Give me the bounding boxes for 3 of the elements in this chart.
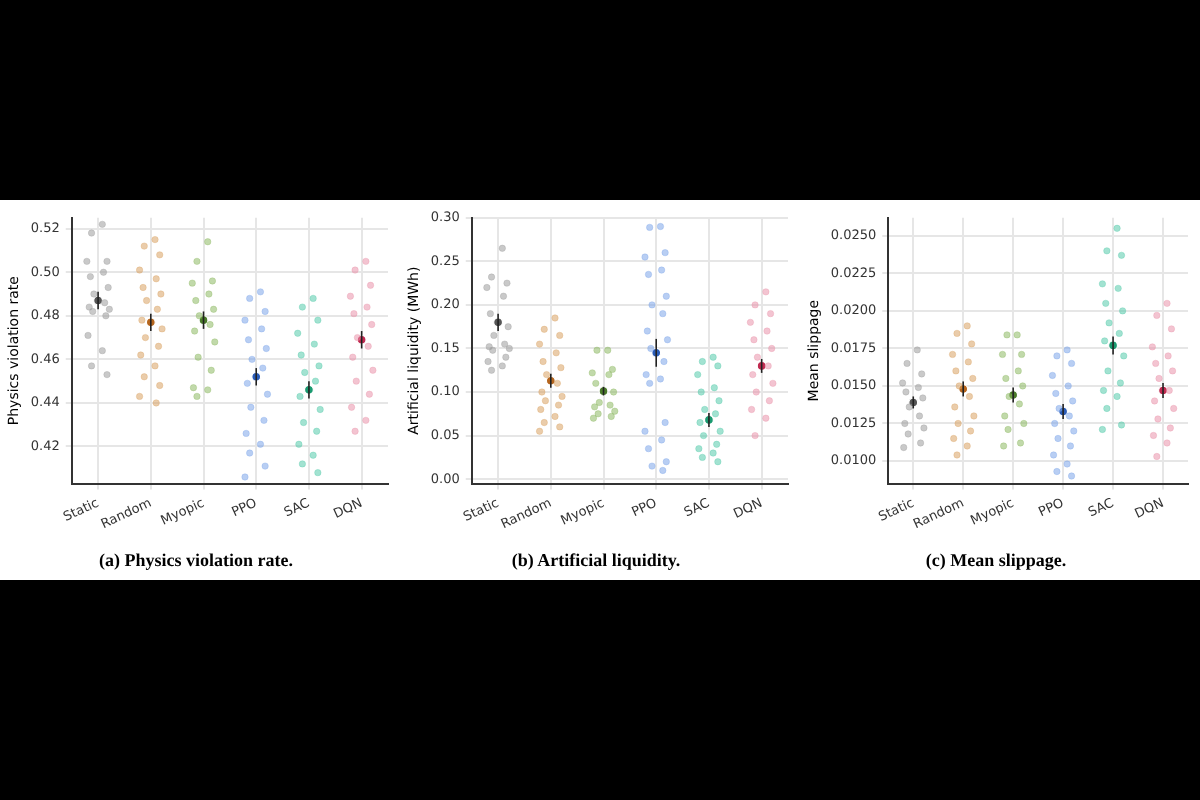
text: (c) Mean slippage. <box>925 549 1067 570</box>
text: (b) Artificial liquidity. <box>511 549 681 570</box>
text: (a) Physics violation rate. <box>99 549 293 570</box>
